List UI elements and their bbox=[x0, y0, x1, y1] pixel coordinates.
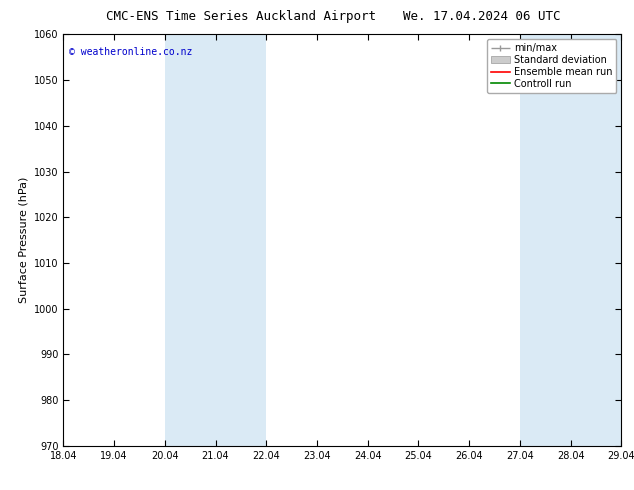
Text: © weatheronline.co.nz: © weatheronline.co.nz bbox=[69, 47, 192, 57]
Bar bbox=[165, 34, 266, 446]
Legend: min/max, Standard deviation, Ensemble mean run, Controll run: min/max, Standard deviation, Ensemble me… bbox=[487, 39, 616, 93]
Text: We. 17.04.2024 06 UTC: We. 17.04.2024 06 UTC bbox=[403, 10, 560, 23]
Bar bbox=[520, 34, 621, 446]
Y-axis label: Surface Pressure (hPa): Surface Pressure (hPa) bbox=[18, 177, 29, 303]
Text: CMC-ENS Time Series Auckland Airport: CMC-ENS Time Series Auckland Airport bbox=[106, 10, 376, 23]
